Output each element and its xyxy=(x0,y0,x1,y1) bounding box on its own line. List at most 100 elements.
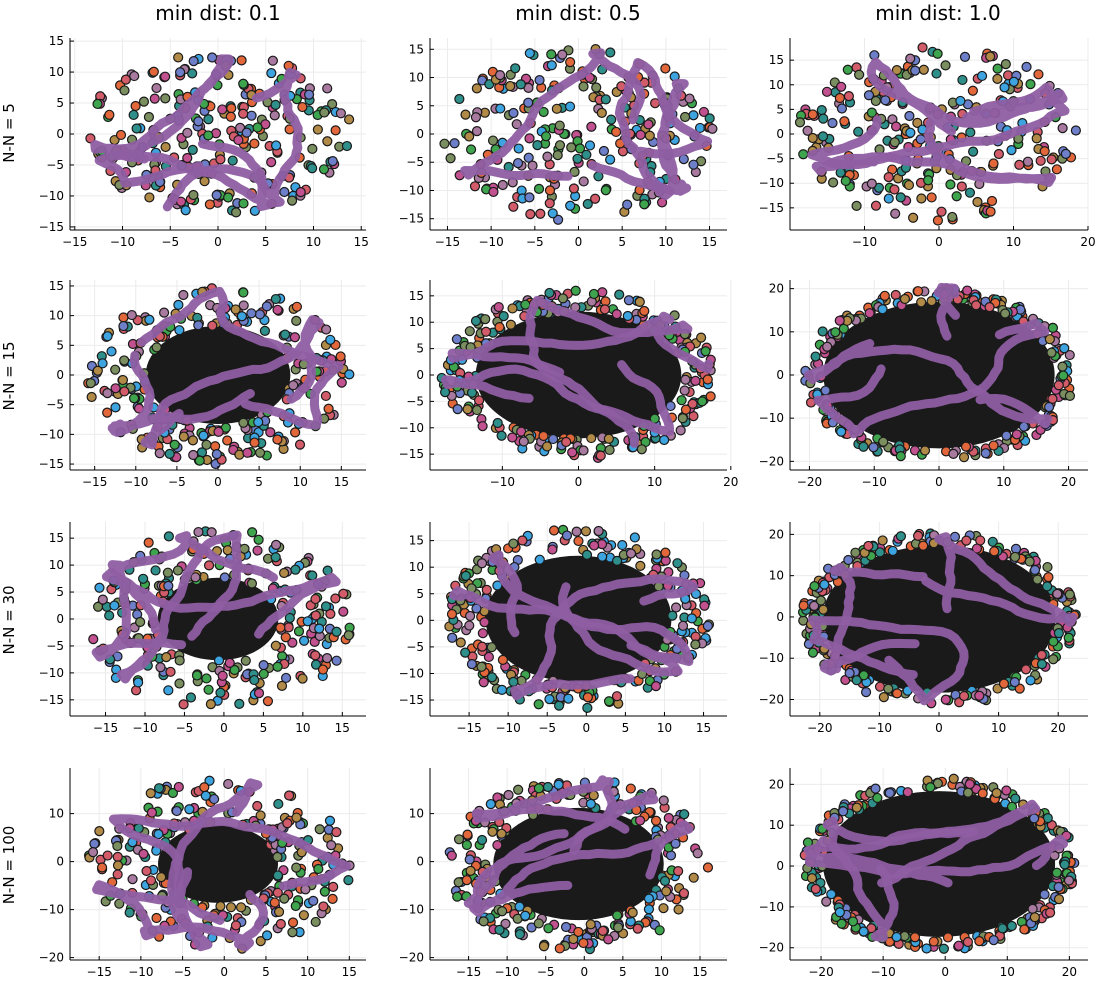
data-point xyxy=(965,127,976,138)
data-point xyxy=(287,637,298,648)
data-point xyxy=(276,680,288,691)
data-point xyxy=(92,98,103,110)
data-point xyxy=(452,891,463,902)
data-point xyxy=(932,48,943,59)
data-point xyxy=(567,447,578,458)
data-point xyxy=(494,70,506,81)
data-point xyxy=(538,941,550,952)
y-tick-label: 20 xyxy=(769,527,784,541)
data-point xyxy=(253,534,264,545)
data-point xyxy=(1027,903,1038,915)
x-tick-label: −5 xyxy=(537,965,555,979)
data-point xyxy=(290,900,301,912)
x-tick-label: 5 xyxy=(260,721,268,735)
data-point xyxy=(319,107,330,118)
data-point xyxy=(175,67,186,78)
y-tick-label: 10 xyxy=(409,807,424,821)
data-point xyxy=(461,875,472,886)
data-point xyxy=(460,109,471,120)
data-point xyxy=(97,358,108,369)
data-point xyxy=(184,804,195,815)
data-point xyxy=(905,127,916,138)
x-tick-label: 0 xyxy=(575,475,583,489)
data-point xyxy=(200,790,211,801)
data-point xyxy=(574,143,586,154)
x-tick-label: 5 xyxy=(262,965,270,979)
data-point xyxy=(338,588,349,599)
data-point xyxy=(1009,551,1021,563)
y-tick-label: 10 xyxy=(49,558,64,572)
data-point xyxy=(478,916,489,927)
x-tick-label: −10 xyxy=(494,965,519,979)
data-point xyxy=(660,63,671,74)
data-point xyxy=(976,70,988,82)
data-point xyxy=(654,925,665,936)
data-point xyxy=(572,153,583,164)
data-point xyxy=(252,800,263,812)
x-tick-label: −10 xyxy=(862,475,887,489)
y-tick-label: 5 xyxy=(416,342,424,356)
data-point xyxy=(151,82,162,94)
data-point xyxy=(253,687,265,699)
data-point xyxy=(508,676,519,687)
data-point xyxy=(680,374,691,385)
data-point xyxy=(560,921,572,933)
y-tick-label: −5 xyxy=(406,394,424,408)
data-point xyxy=(532,140,543,151)
data-point xyxy=(622,199,633,210)
data-point xyxy=(173,781,184,793)
data-point xyxy=(130,100,141,112)
y-tick-label: −5 xyxy=(406,155,424,169)
data-point xyxy=(211,190,222,201)
x-tick-label: 15 xyxy=(334,475,349,489)
data-point xyxy=(553,214,564,225)
data-point xyxy=(533,183,545,194)
data-point xyxy=(919,445,931,456)
data-point xyxy=(258,668,269,680)
data-point xyxy=(494,924,505,936)
data-point xyxy=(294,439,306,450)
x-tick-label: 0 xyxy=(220,965,228,979)
data-point xyxy=(902,787,913,798)
data-point xyxy=(1001,430,1012,441)
data-point xyxy=(495,103,506,114)
data-point xyxy=(336,377,347,388)
plot-area xyxy=(794,42,1081,226)
y-tick-label: 5 xyxy=(56,96,64,110)
data-point xyxy=(225,111,236,122)
data-point xyxy=(612,910,623,921)
data-point xyxy=(663,812,674,824)
y-tick-label: 10 xyxy=(409,560,424,574)
trajectory-series xyxy=(116,530,243,684)
data-point xyxy=(948,448,959,459)
trajectory-series xyxy=(463,790,659,911)
data-point xyxy=(870,783,881,794)
x-tick-label: 0 xyxy=(220,721,228,735)
data-point xyxy=(872,792,883,804)
x-tick-label: −5 xyxy=(174,965,192,979)
data-point xyxy=(571,526,582,537)
y-tick-label: 5 xyxy=(776,102,784,116)
trajectory-series xyxy=(510,574,699,701)
x-tick-label: −15 xyxy=(456,965,481,979)
data-point xyxy=(150,565,161,576)
data-point xyxy=(331,655,342,666)
data-point xyxy=(962,936,974,948)
data-point xyxy=(1011,429,1022,440)
data-point xyxy=(1036,649,1047,661)
y-tick-label: 0 xyxy=(416,855,424,869)
data-point xyxy=(595,450,606,461)
data-point xyxy=(487,826,498,837)
data-point xyxy=(338,606,349,617)
data-point xyxy=(470,112,482,123)
panel-0-2: −10 0 10 20 −15 −10 −5 0 5 10 15 xyxy=(759,38,1096,249)
data-point xyxy=(483,651,494,663)
data-point xyxy=(102,407,113,418)
data-point xyxy=(807,109,818,120)
data-point xyxy=(936,206,947,217)
data-point xyxy=(323,403,334,414)
data-point xyxy=(698,106,709,118)
data-point xyxy=(690,375,701,386)
data-point xyxy=(904,110,915,122)
data-point xyxy=(600,94,611,105)
